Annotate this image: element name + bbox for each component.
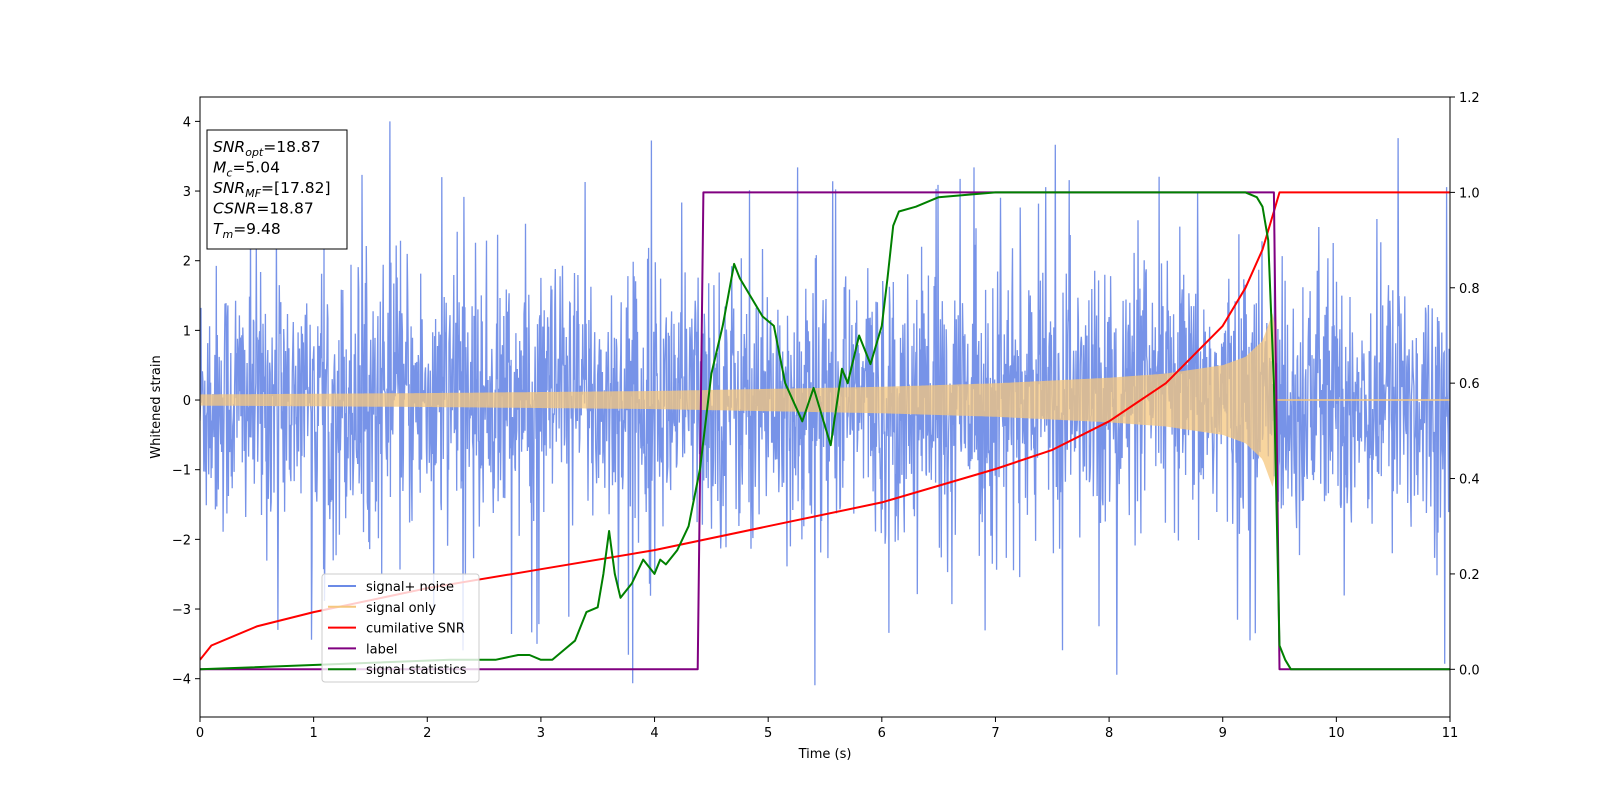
x-tick-label: 11: [1442, 726, 1459, 741]
right-axis-series: [200, 191, 1450, 671]
legend-label: signal+ noise: [366, 580, 454, 595]
annotation-line: SNRopt=18.87: [213, 138, 321, 159]
x-tick-label: 0: [196, 726, 204, 741]
x-tick-label: 2: [423, 726, 431, 741]
y-left-tick-label: 4: [183, 115, 191, 130]
y-axis-left: −4 −3 −2 −1 0 1 2 3 4: [172, 115, 200, 688]
y-right-tick-label: 0.2: [1459, 568, 1480, 583]
x-tick-label: 9: [1219, 726, 1227, 741]
legend-label: signal only: [366, 601, 436, 616]
annotation-line: Mc=5.04: [213, 159, 280, 180]
y-right-tick-label: 0.8: [1459, 282, 1480, 297]
y-right-tick-label: 0.6: [1459, 377, 1480, 392]
x-tick-label: 7: [991, 726, 999, 741]
x-tick-label: 4: [650, 726, 658, 741]
x-tick-label: 6: [878, 726, 886, 741]
y-left-tick-label: −1: [172, 464, 191, 479]
y-right-tick-label: 0.4: [1459, 473, 1480, 488]
x-tick-label: 8: [1105, 726, 1113, 741]
legend-frame: [321, 573, 480, 683]
annotation-box: SNRopt=18.87Mc=5.04SNRMF=[17.82]CSNR=18.…: [206, 129, 348, 250]
legend: signal+ noise signal only cumilative SNR la…: [321, 573, 480, 683]
y-left-tick-label: 3: [183, 185, 191, 200]
legend-label: cumilative SNR: [366, 622, 465, 637]
x-tick-label: 3: [537, 726, 545, 741]
y-right-tick-label: 0.0: [1459, 663, 1480, 678]
y-left-tick-label: −4: [172, 673, 191, 688]
x-axis-label: Time (s): [798, 747, 852, 762]
series-line-cumilative-snr: [200, 191, 1450, 661]
y-left-tick-label: 0: [183, 394, 191, 409]
signal-only-series: [200, 313, 1450, 487]
series-line-signal-statistics: [200, 191, 1450, 671]
annotation-frame: [206, 129, 348, 250]
y-axis-label: Whitened strain: [149, 355, 164, 458]
signal-only-envelope: [200, 313, 1277, 487]
y-right-tick-label: 1.2: [1459, 91, 1480, 106]
y-axis-right: 0.0 0.2 0.4 0.6 0.8 1.0 1.2: [1450, 91, 1480, 678]
y-left-tick-label: −2: [172, 533, 191, 548]
legend-label: signal statistics: [366, 663, 467, 678]
y-left-tick-label: 1: [183, 324, 191, 339]
x-tick-label: 10: [1328, 726, 1345, 741]
annotation-line: SNRMF=[17.82]: [213, 179, 331, 200]
x-tick-label: 1: [309, 726, 317, 741]
x-tick-label: 5: [764, 726, 772, 741]
plot-area: [200, 121, 1450, 686]
plot-frame: [199, 96, 1451, 718]
y-left-tick-label: 2: [183, 255, 191, 270]
y-left-tick-label: −3: [172, 603, 191, 618]
annotation-line: CSNR=18.87: [213, 200, 314, 218]
annotation-line: Tm=9.48: [213, 220, 281, 241]
legend-label: label: [366, 642, 397, 657]
y-right-tick-label: 1.0: [1459, 186, 1480, 201]
x-axis: 0 1 2 3 4 5 6 7 8 9 10 11: [196, 717, 1458, 741]
